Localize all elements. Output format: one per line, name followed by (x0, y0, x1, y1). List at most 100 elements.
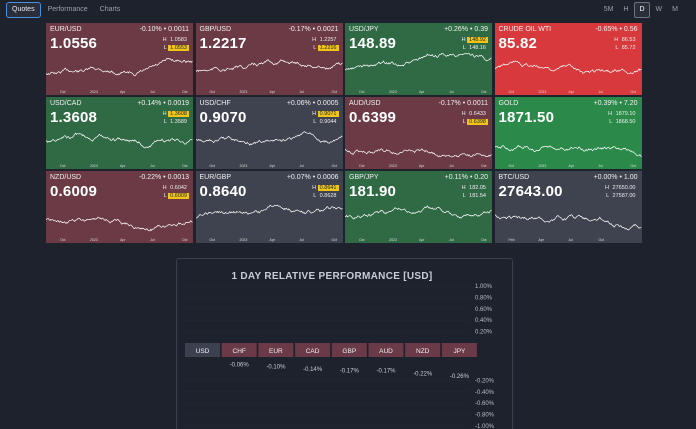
quote-tile[interactable]: EUR/USD -0.10% • 0.0011 1.0556 H 1.0583 … (46, 23, 193, 95)
category-label: AUD (379, 348, 393, 355)
axis-label: Jul (568, 238, 573, 242)
axis-label: Oct (481, 164, 487, 168)
quote-tile[interactable]: NZD/USD -0.22% • 0.0013 0.6009 H 0.6042 … (46, 171, 193, 243)
quote-change: -0.10% • 0.0011 (139, 26, 189, 33)
axis-label: Apr (538, 238, 544, 242)
low-value: 0.6398 (467, 118, 488, 125)
axis-label: 2023 (389, 164, 397, 168)
category-label: CHF (233, 348, 246, 355)
low-label: L (313, 192, 317, 199)
axis-label: Jul (449, 90, 454, 94)
high-label: H (605, 185, 610, 191)
quote-tile[interactable]: EUR/GBP +0.07% • 0.0006 0.8640 H 0.8641 … (195, 171, 343, 243)
y-tick-label: -0.20% (475, 378, 495, 384)
category-cell (258, 343, 294, 357)
high-label: H (461, 37, 466, 43)
low-value: 0.8628 (319, 192, 337, 199)
quote-change: -0.17% • 0.0021 (288, 26, 339, 33)
quote-tile[interactable]: BTC/USD +0.00% • 1.00 27643.00 H 27650.0… (494, 171, 642, 243)
timeframe-h-button[interactable]: H (623, 6, 629, 13)
low-value: 181.54 (469, 192, 486, 199)
sparkline-axis: Oct 2023 Apr Jul Oct (345, 89, 492, 95)
sparkline-chart (345, 205, 492, 220)
sparkline-axis: Oct 2023 Apr Jul Oct (46, 237, 193, 243)
timeframe-5m-button[interactable]: 5M (603, 6, 614, 13)
tab-charts[interactable]: Charts (99, 6, 121, 13)
y-tick-label: 1.00% (475, 284, 493, 290)
low-value: 1.2216 (317, 44, 339, 51)
high-label: H (312, 185, 317, 191)
high-label: H (461, 111, 466, 117)
axis-label: Oct (481, 238, 487, 242)
high-value: 0.9071 (317, 111, 339, 117)
bar-value-label: -0.17% (376, 369, 396, 375)
quote-high-low: H 148.92 L 148.16 (462, 37, 488, 52)
timeframe-w-button[interactable]: W (655, 6, 663, 13)
quote-tile[interactable]: CRUDE OIL WTI -0.65% • 0.56 85.82 H 86.5… (494, 23, 642, 95)
axis-label: Jul (150, 238, 155, 242)
axis-label: Apr (568, 90, 574, 94)
axis-label: Oct (359, 164, 365, 168)
category-cell (331, 343, 367, 357)
axis-label: Apr (419, 238, 425, 242)
quote-symbol: GOLD (498, 100, 519, 107)
quote-tile[interactable]: AUD/USD -0.17% • 0.0011 0.6399 H 0.6433 … (345, 97, 492, 169)
sparkline (345, 52, 492, 71)
sparkline (494, 60, 641, 75)
axis-label: Apr (120, 238, 126, 242)
sparkline-chart (345, 148, 492, 158)
sparkline-axis: Oct 2023 Apr Jul Oct (345, 237, 492, 243)
quote-change: +0.07% • 0.0006 (286, 174, 339, 181)
axis-label: 2023 (538, 164, 547, 168)
quote-tile[interactable]: GBP/USD -0.17% • 0.0021 1.2217 H 1.2257 … (195, 23, 343, 95)
timeframe-selector: 5M H D W M (600, 2, 682, 18)
quote-tile[interactable]: GOLD +0.39% • 7.20 1871.50 H 1879.10 L 1… (494, 97, 642, 169)
low-value: 0.9044 (319, 118, 337, 125)
top-nav: Quotes Performance Charts (6, 2, 125, 18)
quote-tile[interactable]: USD/CHF +0.06% • 0.0005 0.9070 H 0.9071 … (195, 97, 343, 169)
axis-label: Oct (60, 238, 66, 242)
sparkline-chart (195, 59, 343, 73)
high-value: 0.6042 (170, 185, 187, 191)
axis-label: Oct (60, 90, 66, 94)
performance-title: 1 DAY RELATIVE PERFORMANCE [USD] (231, 271, 433, 282)
timeframe-m-button[interactable]: M (672, 6, 678, 13)
low-value: 1.0553 (168, 44, 189, 51)
quote-price: 1.0556 (50, 35, 98, 52)
sparkline (195, 131, 343, 146)
axis-label: Jul (150, 164, 155, 168)
quote-symbol: CRUDE OIL WTI (498, 26, 552, 33)
sparkline-axis: Oct 2023 Apr Jul Oct (495, 163, 642, 169)
high-value: 1.0583 (170, 37, 187, 43)
y-tick-label: 0.80% (475, 295, 493, 301)
sparkline-chart (345, 52, 492, 71)
axis-label: Jul (449, 164, 454, 168)
sparkline-chart (195, 204, 343, 219)
quote-symbol: AUD/USD (349, 100, 381, 107)
quote-tile[interactable]: USD/JPY +0.26% • 0.39 148.89 H 148.92 L … (345, 23, 492, 95)
axis-label: 2023 (239, 90, 248, 94)
sparkline-axis: Oct 2023 Apr Jul Oct (495, 89, 642, 95)
sparkline (345, 205, 492, 220)
timeframe-d-button[interactable]: D (634, 2, 650, 18)
high-value: 1.2257 (319, 37, 337, 43)
quote-tile[interactable]: USD/CAD +0.14% • 0.0019 1.3608 H 1.3608 … (46, 97, 193, 169)
low-value: 27587.00 (612, 192, 636, 199)
tab-performance[interactable]: Performance (47, 6, 88, 13)
category-label: NZD (416, 348, 430, 355)
tab-quotes[interactable]: Quotes (6, 2, 41, 18)
low-value: 1868.50 (615, 118, 636, 125)
sparkline-axis: Oct 2023 Apr Jul Oct (196, 89, 343, 95)
quote-high-low: H 27650.00 L 27587.00 (605, 185, 637, 200)
sparkline-chart (46, 216, 193, 232)
high-value: 148.92 (467, 37, 488, 43)
quote-price: 0.8640 (199, 183, 247, 200)
axis-label: 2023 (538, 90, 547, 94)
quote-high-low: H 0.6433 L 0.6398 (462, 111, 488, 126)
axis-label: Apr (120, 164, 126, 168)
axis-label: Oct (359, 238, 365, 242)
quote-tile[interactable]: GBP/JPY +0.11% • 0.20 181.90 H 182.05 L … (345, 171, 492, 243)
low-label: L (313, 118, 317, 125)
bar-value-label: -0.06% (230, 362, 250, 368)
quote-change: +0.14% • 0.0019 (137, 100, 189, 107)
